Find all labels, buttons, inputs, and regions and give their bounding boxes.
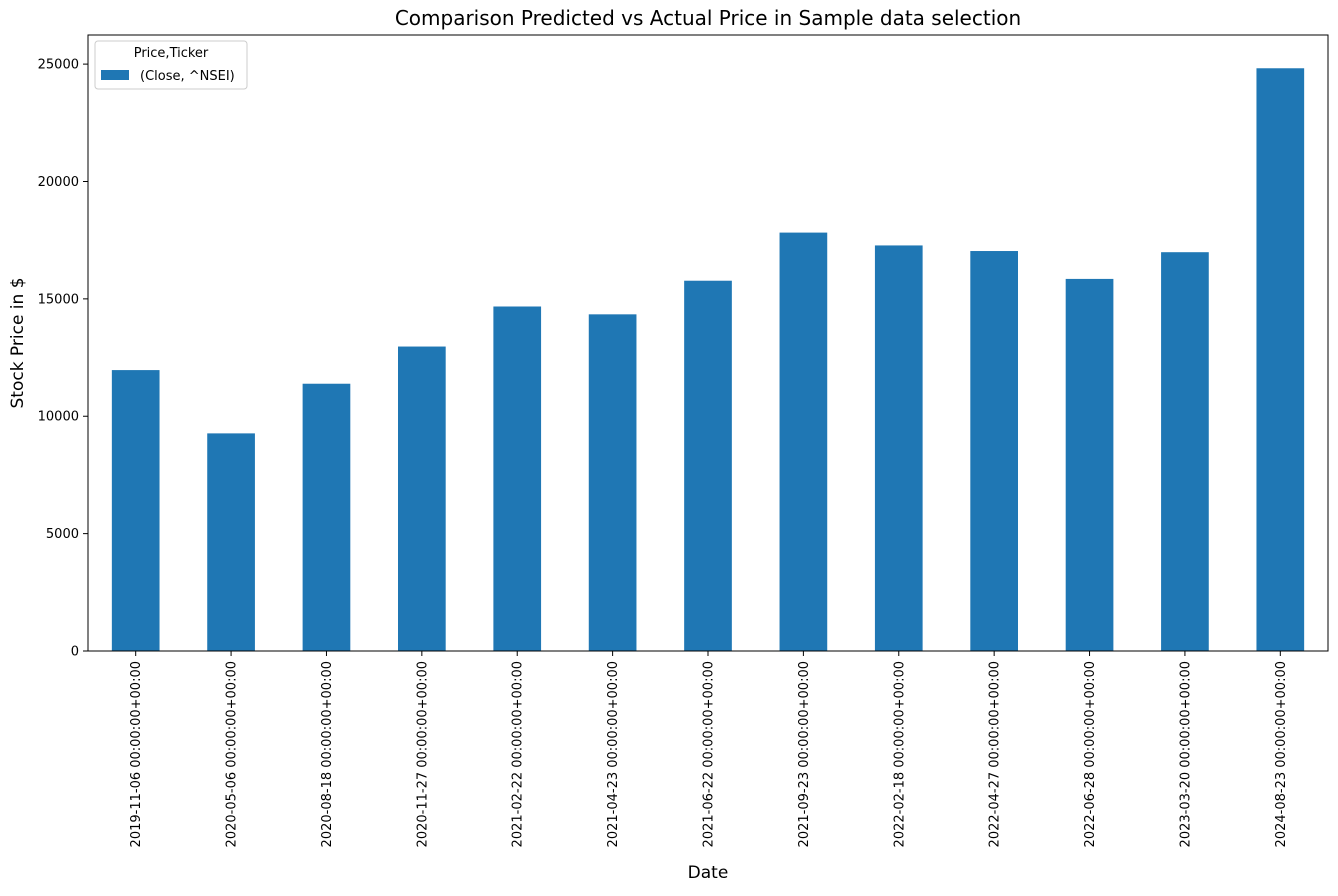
bar-11 — [1065, 278, 1114, 651]
x-tick-label: 2021-09-23 00:00:00+00:00 — [797, 661, 812, 847]
x-axis-label: Date — [688, 863, 729, 883]
bar-5 — [493, 306, 542, 651]
bar-4 — [398, 346, 446, 651]
bar-9 — [874, 245, 923, 651]
x-axis: 2019-11-06 00:00:00+00:00 2020-05-06 00:0… — [129, 651, 1289, 847]
x-tick-label: 2022-04-27 00:00:00+00:00 — [988, 661, 1003, 847]
bar-7 — [684, 280, 732, 651]
bar-10 — [970, 251, 1018, 651]
bar-1 — [111, 370, 160, 651]
x-tick-label: 2021-02-22 00:00:00+00:00 — [511, 661, 526, 847]
x-tick-label: 2022-06-28 00:00:00+00:00 — [1083, 661, 1098, 847]
y-axis: 0 5000 10000 15000 20000 25000 — [38, 58, 88, 660]
x-tick-label: 2024-08-23 00:00:00+00:00 — [1274, 661, 1289, 847]
x-tick-label: 2020-08-18 00:00:00+00:00 — [320, 661, 335, 847]
bar-6 — [588, 314, 637, 651]
x-tick-label: 2020-11-27 00:00:00+00:00 — [415, 661, 430, 847]
bar-12 — [1161, 252, 1209, 651]
x-tick-label: 2023-03-20 00:00:00+00:00 — [1178, 661, 1193, 847]
x-tick-label: 2022-02-18 00:00:00+00:00 — [892, 661, 907, 847]
legend-entry-close-nsei: (Close, ^NSEI) — [140, 69, 235, 84]
y-tick-label: 5000 — [46, 527, 79, 542]
legend: Price,Ticker (Close, ^NSEI) — [94, 40, 248, 90]
legend-box — [94, 40, 248, 90]
y-tick-label: 0 — [71, 645, 79, 660]
y-tick-label: 10000 — [38, 410, 79, 425]
bars-layer — [111, 68, 1305, 651]
bar-3 — [302, 383, 351, 651]
plot-area-frame — [87, 34, 1329, 652]
y-axis-label: Stock Price in $ — [8, 277, 28, 408]
x-tick-label: 2021-06-22 00:00:00+00:00 — [702, 661, 717, 847]
chart-title: Comparison Predicted vs Actual Price in … — [395, 6, 1021, 30]
bar-8 — [779, 232, 828, 651]
y-tick-label: 20000 — [38, 175, 79, 190]
x-tick-label: 2020-05-06 00:00:00+00:00 — [225, 661, 240, 847]
y-tick-label: 25000 — [38, 58, 79, 73]
y-tick-label: 15000 — [38, 292, 79, 307]
x-tick-label: 2019-11-06 00:00:00+00:00 — [129, 661, 144, 847]
bar-13 — [1256, 68, 1305, 651]
x-tick-label: 2021-04-23 00:00:00+00:00 — [606, 661, 621, 847]
legend-title: Price,Ticker — [134, 46, 209, 61]
bar-2 — [207, 433, 255, 651]
legend-swatch-close-nsei — [101, 70, 129, 80]
